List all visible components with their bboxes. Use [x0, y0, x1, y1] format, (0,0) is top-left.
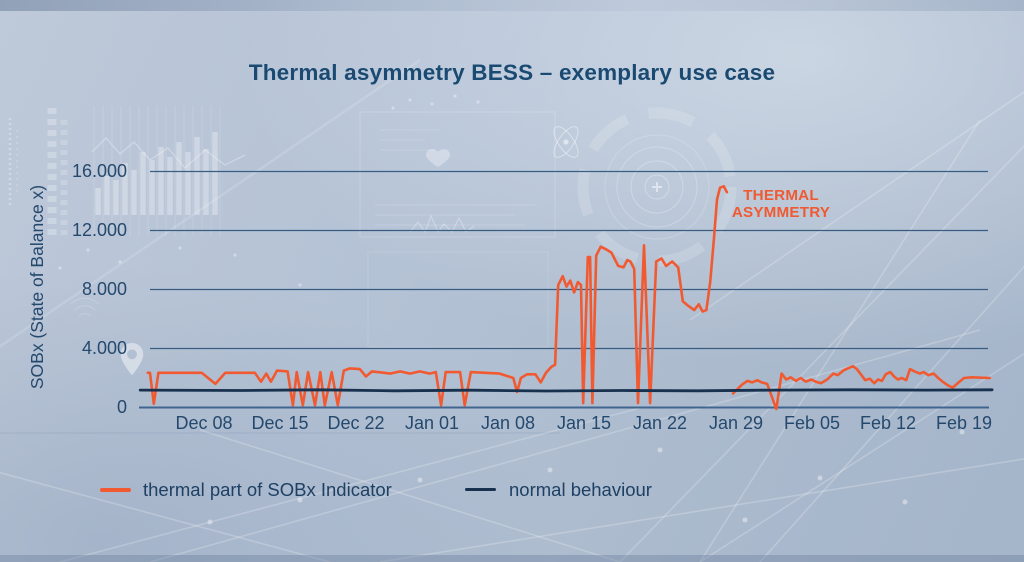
- legend-thermal-label: thermal part of SOBx Indicator: [143, 479, 392, 500]
- y-tick-label: 0: [116, 396, 127, 417]
- y-tick-label: 4.000: [81, 337, 127, 358]
- annotation-line-1: THERMAL: [743, 187, 819, 204]
- x-tick-label: Jan 08: [480, 413, 536, 433]
- annotation-line-2: ASYMMETRY: [731, 204, 831, 221]
- x-tick-label: Feb 05: [783, 413, 841, 433]
- series-line-thermal: [731, 364, 992, 411]
- legend-normal-label: normal behaviour: [509, 479, 652, 500]
- x-tick-label: Dec 15: [251, 413, 309, 433]
- x-tick-label: Jan 01: [404, 413, 460, 433]
- x-tick-label: Jan 15: [556, 413, 612, 433]
- thermal-asymmetry-annotation: THERMAL ASYMMETRY: [727, 187, 835, 221]
- x-tick-label: Jan 22: [632, 413, 688, 433]
- y-tick-label: 16.000: [71, 160, 127, 181]
- x-tick-label: Jan 29: [708, 413, 764, 433]
- y-tick-label: 8.000: [81, 278, 127, 299]
- x-tick-label: Feb 19: [935, 413, 993, 433]
- page-title: Thermal asymmetry BESS – exemplary use c…: [248, 60, 776, 85]
- x-tick-label: Feb 12: [859, 413, 917, 433]
- x-tick-label: Dec 22: [327, 413, 385, 433]
- y-tick-label: 12.000: [71, 219, 127, 240]
- legend-thermal-dash: [100, 488, 131, 492]
- series-line-normal: [138, 388, 994, 393]
- legend-normal-dash: [465, 488, 496, 491]
- x-tick-label: Dec 08: [175, 413, 233, 433]
- series-line-thermal: [146, 185, 729, 407]
